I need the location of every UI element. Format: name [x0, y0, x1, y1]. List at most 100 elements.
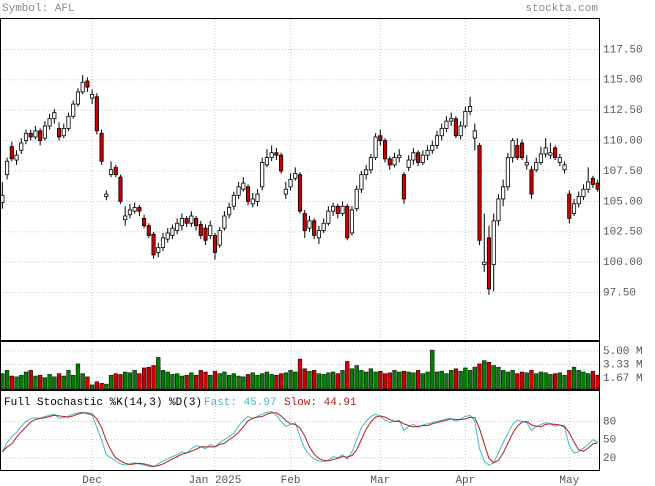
volume-bar: [368, 368, 374, 390]
volume-bar: [19, 374, 24, 390]
candle-body: [99, 132, 104, 162]
volume-bar: [307, 370, 312, 390]
candle-body: [104, 193, 109, 197]
volume-bar: [543, 372, 548, 390]
volume-bar: [519, 371, 525, 390]
candle-body: [212, 235, 218, 253]
volume-bar: [94, 381, 99, 390]
candle-body: [510, 140, 515, 159]
candle-body: [595, 182, 600, 190]
candle-body: [160, 237, 166, 248]
volume-bar: [406, 371, 411, 390]
volume-bar: [534, 373, 539, 390]
candle-body: [9, 146, 14, 160]
volume-bar: [496, 366, 501, 390]
candle-body: [406, 159, 411, 168]
volume-bar: [501, 370, 506, 390]
volume-bar: [434, 371, 440, 390]
candle-body: [108, 169, 114, 176]
candle-body: [444, 120, 449, 129]
candle-body: [463, 111, 468, 127]
volume-bar: [260, 373, 265, 390]
volume-bar: [359, 370, 364, 390]
candle-body: [156, 247, 161, 253]
candle-body: [491, 220, 496, 266]
candle-body: [208, 225, 213, 236]
candle-body: [349, 209, 355, 234]
volume-bar: [198, 370, 203, 390]
candle-body: [557, 157, 562, 163]
volume-bar: [463, 367, 468, 390]
x-tick-label: Apr: [455, 475, 475, 486]
volume-bar: [335, 373, 340, 390]
volume-bar: [576, 370, 581, 390]
volume-bar: [373, 371, 378, 390]
candle-body: [368, 157, 373, 171]
volume-bar: [274, 374, 279, 390]
stochastic-title: Full Stochastic %K(14,3) %D(3): [4, 397, 202, 409]
volume-bar: [515, 373, 520, 390]
candle-body: [416, 152, 421, 163]
candle-body: [231, 194, 236, 207]
candle-body: [411, 152, 416, 161]
volume-bar: [269, 374, 274, 390]
volume-bar: [38, 374, 43, 390]
candle-body: [331, 205, 336, 212]
volume-bar: [415, 370, 421, 390]
volume-bar: [420, 373, 425, 390]
candle-body: [137, 207, 142, 212]
candle-body: [354, 188, 359, 210]
candle-body: [571, 203, 577, 214]
volume-bar: [175, 373, 180, 390]
volume-bar: [89, 384, 95, 390]
volume-bar: [491, 365, 496, 390]
volume-bar: [165, 371, 170, 390]
volume-bar: [505, 371, 511, 390]
candle-body: [548, 152, 553, 156]
candle-body: [274, 152, 279, 156]
symbol-title: Symbol: AFL: [2, 3, 75, 15]
candle-body: [132, 207, 137, 212]
candle-body: [562, 164, 567, 171]
candle-body: [61, 128, 66, 137]
volume-bar: [160, 370, 166, 390]
candle-body: [553, 147, 558, 159]
candle-body: [194, 218, 199, 227]
candle-body: [392, 157, 397, 166]
volume-bar: [231, 373, 236, 390]
volume-panel-frame: [0, 341, 600, 390]
candle-body: [586, 181, 591, 190]
candle-body: [302, 213, 307, 231]
candle-body: [401, 174, 406, 200]
legend-fast: Fast: 45.97: [204, 397, 277, 409]
volume-bar: [28, 370, 33, 390]
candle-body: [165, 232, 170, 240]
volume-bar: [397, 371, 402, 390]
source-label: stockta.com: [525, 3, 598, 15]
volume-bar: [472, 366, 477, 390]
candle-body: [47, 118, 52, 127]
candle-body: [477, 145, 482, 241]
candle-body: [524, 162, 529, 166]
volume-bar: [571, 366, 577, 390]
volume-bar: [354, 365, 359, 390]
volume-bar: [108, 374, 114, 390]
volume-bar: [4, 370, 10, 390]
volume-bar: [567, 370, 572, 390]
volume-bar: [378, 370, 383, 390]
candle-body: [283, 188, 288, 195]
candle-body: [255, 193, 260, 202]
volume-bar: [401, 370, 407, 390]
volume-bar: [595, 374, 600, 390]
volume-bar: [66, 370, 71, 390]
volume-bar: [104, 383, 109, 390]
candle-body: [90, 93, 95, 99]
candle-body: [179, 218, 184, 227]
volume-bar: [184, 374, 189, 390]
volume-bar: [458, 370, 463, 390]
volume-bar: [56, 373, 62, 390]
legend-slow: Slow: 44.91: [284, 397, 357, 409]
volume-bar: [212, 370, 218, 390]
stochastic-line: [1, 411, 598, 468]
